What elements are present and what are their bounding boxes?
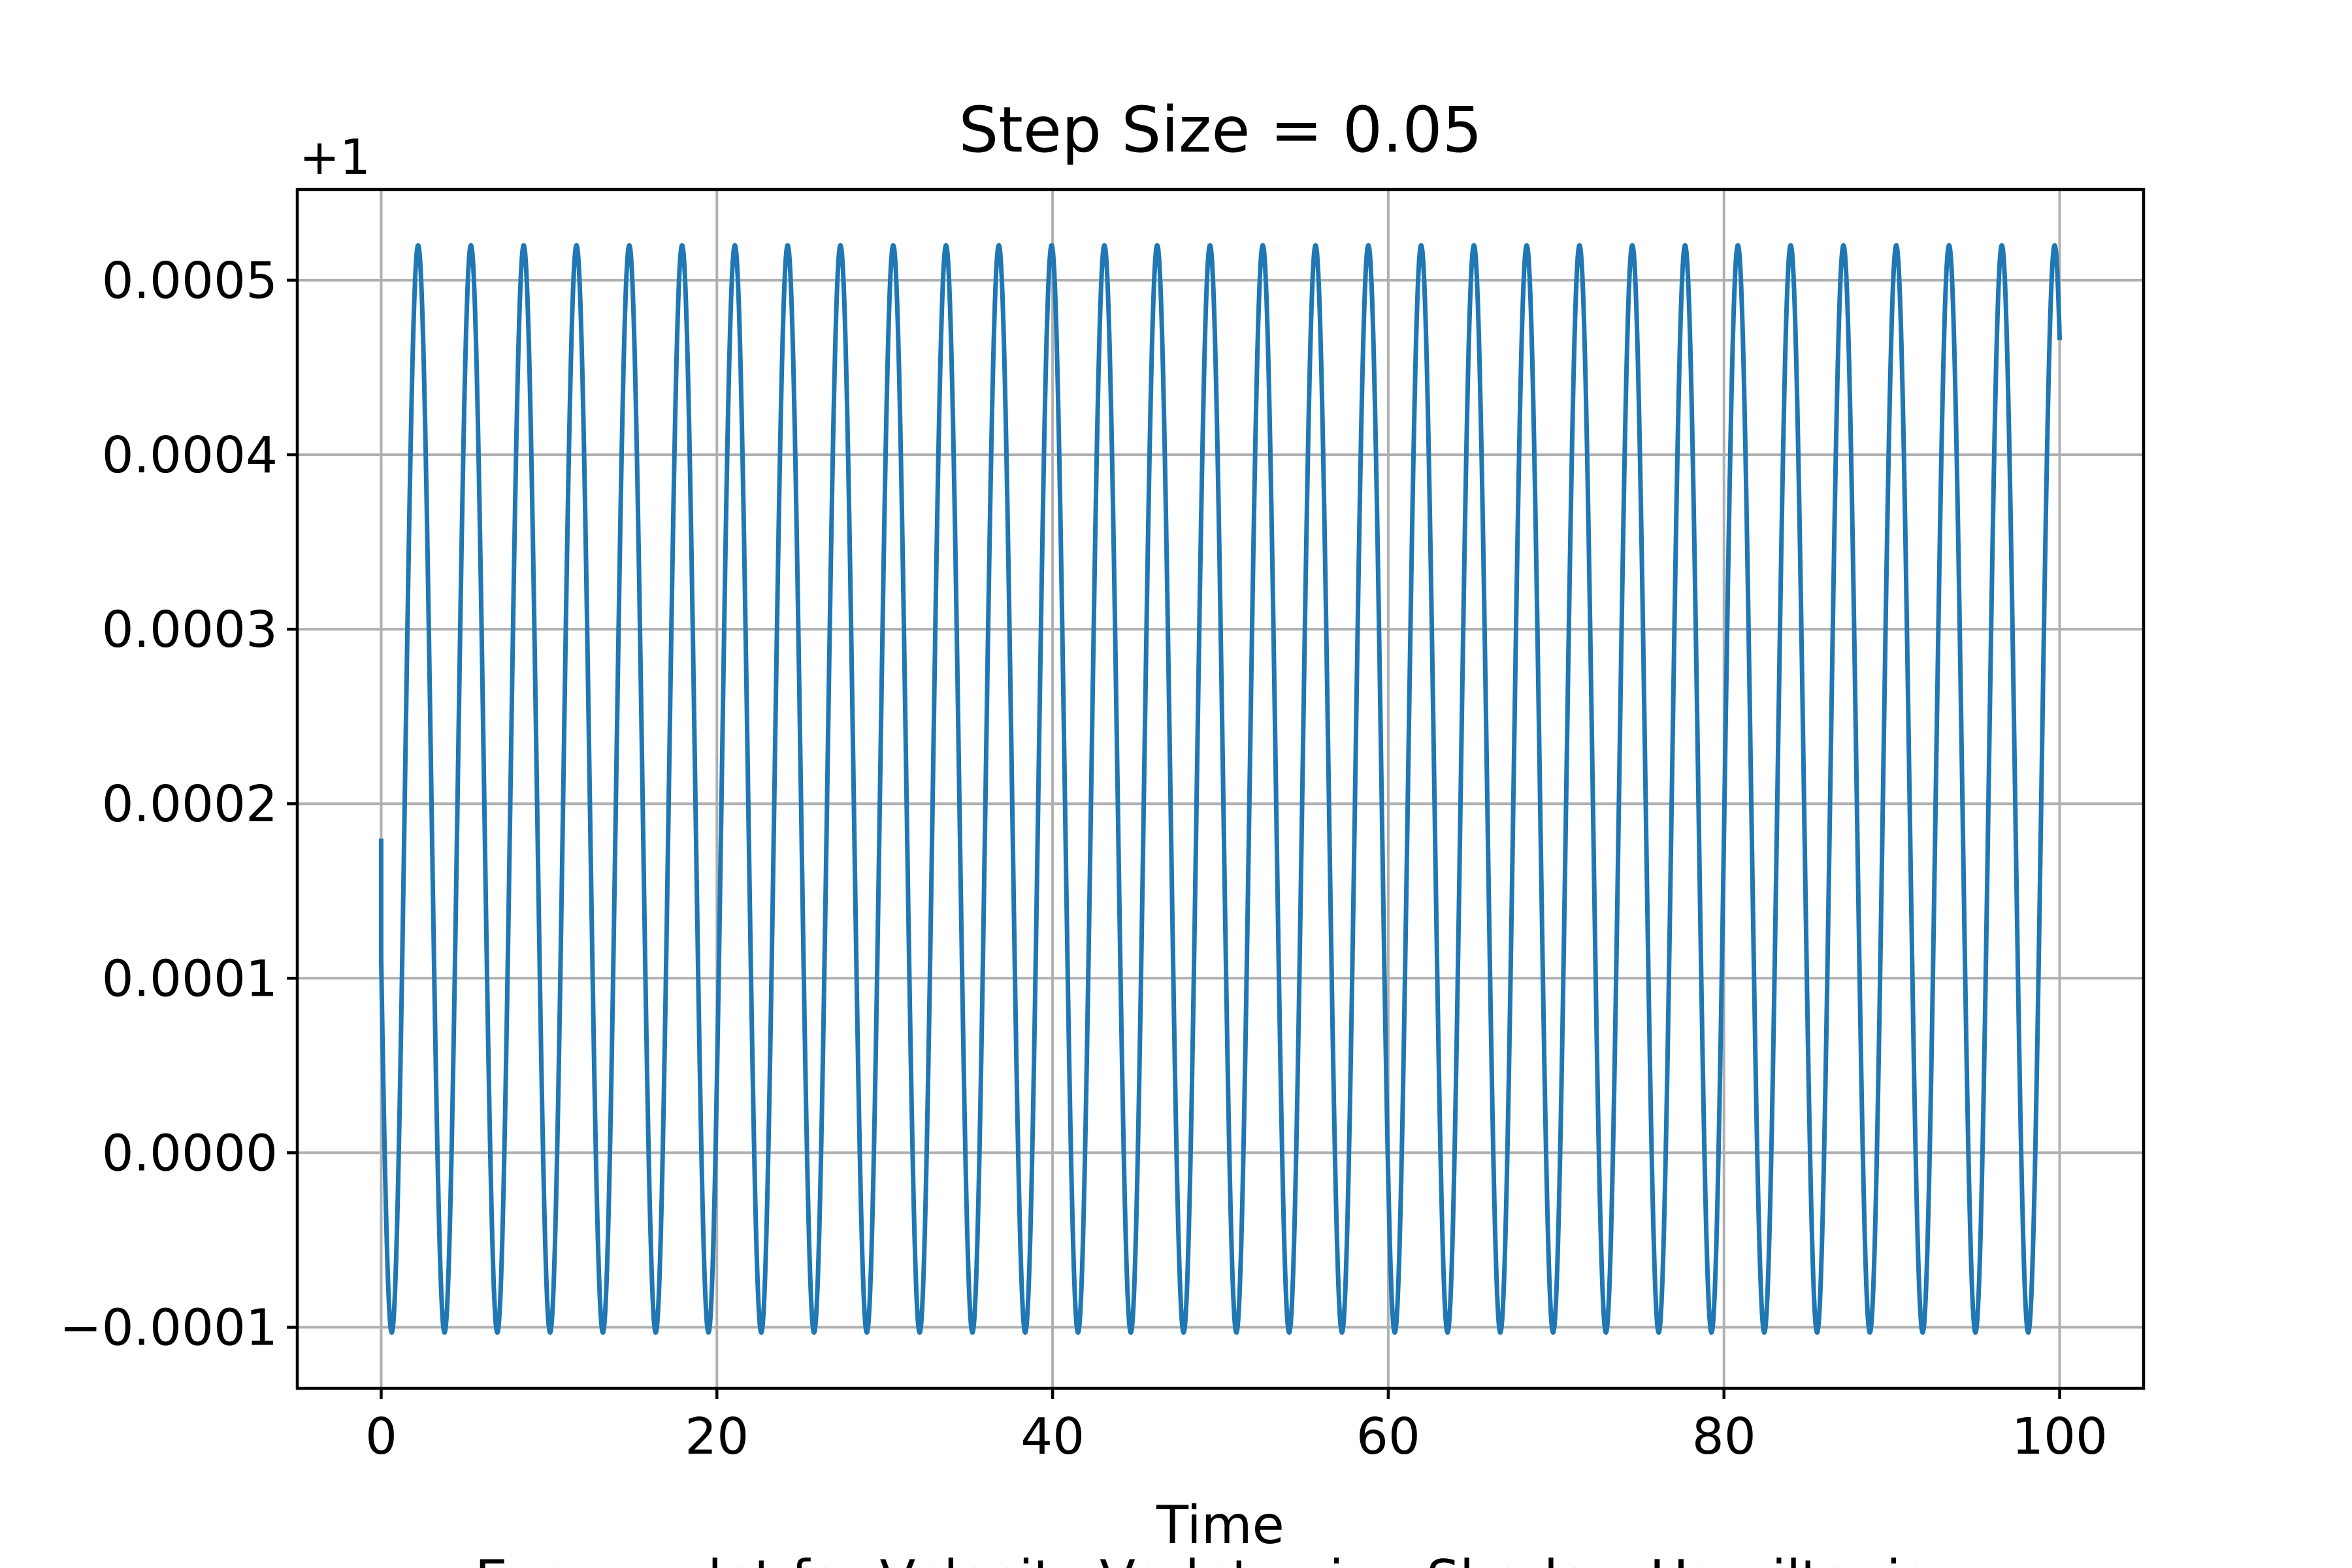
y-tick-label: 0.0002 [102, 776, 278, 834]
chart-title: Step Size = 0.05 [958, 93, 1482, 167]
y-offset-label: +1 [299, 129, 370, 186]
x-tick-label: 20 [685, 1408, 749, 1466]
ticks: 0 20 40 60 80 100 −0.0001 0.0000 0.0001 0.0002 0.0… [59, 252, 2108, 1466]
grid [297, 189, 2144, 1388]
y-tick-label: −0.0001 [59, 1299, 278, 1358]
y-tick-label: 0.0000 [102, 1124, 278, 1183]
y-tick-label: 0.0001 [102, 950, 278, 1008]
figure-caption: Energy plot for Velocity-Verlet using Sh… [475, 1549, 1966, 1568]
x-tick-label: 80 [1692, 1408, 1756, 1466]
energy-line [378, 242, 2063, 1335]
x-tick-label: 40 [1021, 1408, 1085, 1466]
x-tick-label: 100 [2012, 1408, 2108, 1466]
x-axis-label: Time [1156, 1495, 1284, 1556]
axes-frame [295, 188, 2146, 1390]
y-tick-label: 0.0004 [102, 427, 278, 485]
series-layer [378, 242, 2063, 1335]
x-tick-label: 60 [1356, 1408, 1420, 1466]
x-tick-label: 0 [365, 1408, 397, 1466]
y-tick-label: 0.0003 [102, 601, 278, 659]
y-tick-label: 0.0005 [102, 252, 278, 310]
